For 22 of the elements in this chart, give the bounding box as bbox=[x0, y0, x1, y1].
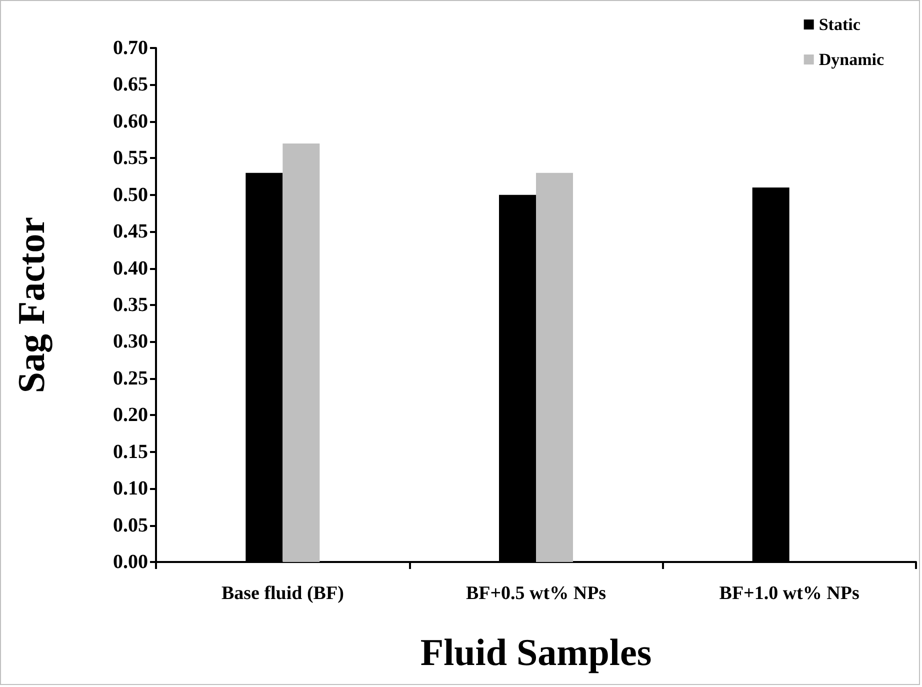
y-tick-label: 0.20 bbox=[113, 404, 148, 426]
x-tick-label: BF+1.0 wt% NPs bbox=[719, 583, 860, 604]
y-tick-label: 0.10 bbox=[113, 478, 148, 500]
x-axis-title: Fluid Samples bbox=[420, 632, 652, 674]
y-tick-label: 0.00 bbox=[113, 551, 148, 573]
y-tick-label: 0.25 bbox=[113, 367, 148, 390]
y-tick-label: 0.60 bbox=[113, 110, 148, 132]
y-tick-label: 0.35 bbox=[113, 294, 148, 316]
x-tick-label: Base fluid (BF) bbox=[221, 583, 344, 604]
y-tick-label: 0.70 bbox=[113, 37, 148, 59]
y-tick-label: 0.65 bbox=[113, 74, 148, 96]
y-tick-label: 0.40 bbox=[113, 257, 148, 280]
y-tick-label: 0.15 bbox=[113, 440, 148, 463]
y-tick-label: 0.50 bbox=[113, 184, 148, 206]
legend-label: Static bbox=[818, 15, 861, 34]
y-axis-title: Sag Factor bbox=[11, 216, 53, 394]
y-tick-label: 0.55 bbox=[113, 147, 148, 170]
y-tick-label: 0.45 bbox=[113, 220, 148, 243]
x-tick-label: BF+0.5 wt% NPs bbox=[466, 583, 606, 604]
legend-label: Dynamic bbox=[818, 50, 884, 69]
y-tick-label: 0.30 bbox=[113, 330, 148, 353]
y-tick-label: 0.05 bbox=[113, 514, 148, 536]
